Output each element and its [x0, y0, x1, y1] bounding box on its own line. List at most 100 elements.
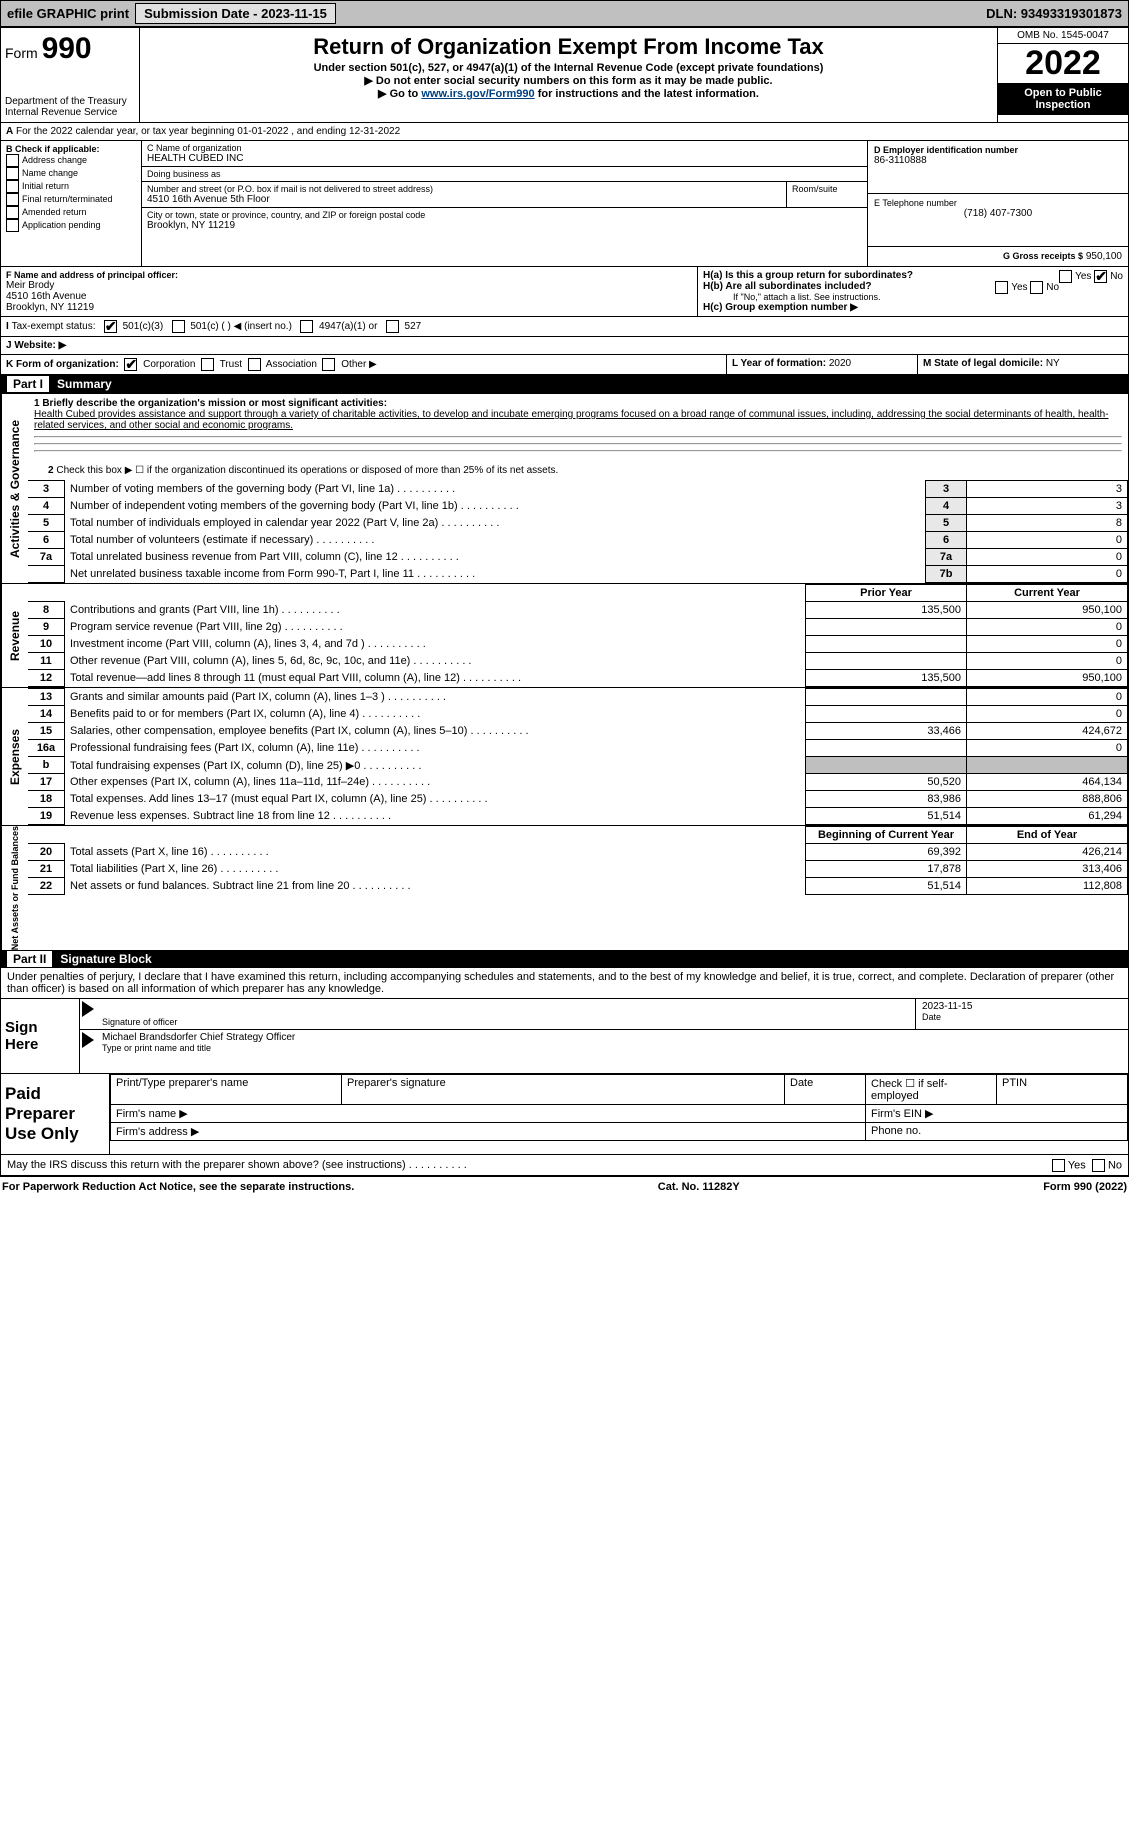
table-row: 19Revenue less expenses. Subtract line 1…: [28, 808, 1128, 825]
typed-name: Michael Brandsdorfer Chief Strategy Offi…: [102, 1032, 1122, 1043]
table-row: 3Number of voting members of the governi…: [28, 481, 1128, 498]
table-row: 16aProfessional fundraising fees (Part I…: [28, 740, 1128, 757]
checkbox[interactable]: [6, 167, 19, 180]
irs-label: Internal Revenue Service: [5, 107, 135, 118]
checkbox[interactable]: [6, 206, 19, 219]
checkbox[interactable]: [6, 180, 19, 193]
typed-label: Type or print name and title: [102, 1043, 1122, 1053]
may-no-checkbox[interactable]: [1092, 1159, 1105, 1172]
section-m: M State of legal domicile: NY: [918, 355, 1128, 375]
table-row: 21Total liabilities (Part X, line 26)17,…: [28, 861, 1128, 878]
table-row: 4Number of independent voting members of…: [28, 498, 1128, 515]
ein-value: 86-3110888: [874, 155, 1122, 166]
i-527-checkbox[interactable]: [386, 320, 399, 333]
phone-value: (718) 407-7300: [874, 208, 1122, 219]
exp-section: Expenses 13Grants and similar amounts pa…: [1, 687, 1128, 825]
form-note-ssn: ▶ Do not enter social security numbers o…: [144, 74, 993, 87]
k-other-checkbox[interactable]: [322, 358, 335, 371]
part2-header: Part IISignature Block: [1, 950, 1128, 968]
i-4947-checkbox[interactable]: [300, 320, 313, 333]
ha-yes-checkbox[interactable]: [1059, 270, 1072, 283]
gov-table: 3Number of voting members of the governi…: [28, 480, 1128, 583]
sig-date: 2023-11-15: [922, 1001, 1122, 1012]
section-k: K Form of organization: Corporation Trus…: [1, 355, 727, 375]
section-d-label: D Employer identification number: [874, 145, 1122, 155]
officer-name: Meir Brody: [6, 280, 692, 291]
q2-label: 2 Check this box ▶ ☐ if the organization…: [28, 461, 1128, 480]
table-row: 20Total assets (Part X, line 16)69,39242…: [28, 844, 1128, 861]
hb-yes-checkbox[interactable]: [995, 281, 1008, 294]
table-row: bTotal fundraising expenses (Part IX, co…: [28, 757, 1128, 774]
checkbox[interactable]: [6, 193, 19, 206]
topbar: efile GRAPHIC print Submission Date - 20…: [0, 0, 1129, 27]
na-section: Net Assets or Fund Balances Beginning of…: [1, 825, 1128, 950]
table-row: 7aTotal unrelated business revenue from …: [28, 549, 1128, 566]
tax-year: 2022: [998, 44, 1128, 83]
ha-no-checkbox[interactable]: [1094, 270, 1107, 283]
form-number: Form 990: [5, 32, 135, 66]
i-501c3-checkbox[interactable]: [104, 320, 117, 333]
table-row: 15Salaries, other compensation, employee…: [28, 723, 1128, 740]
q1-label: 1 Briefly describe the organization's mi…: [34, 398, 1122, 409]
may-discuss: May the IRS discuss this return with the…: [1, 1155, 1128, 1176]
table-row: 9Program service revenue (Part VIII, lin…: [28, 619, 1128, 636]
form-link-row: ▶ Go to www.irs.gov/Form990 for instruct…: [144, 87, 993, 100]
mission-text: Health Cubed provides assistance and sup…: [34, 409, 1122, 431]
city-label: City or town, state or province, country…: [147, 210, 862, 220]
checkbox[interactable]: [6, 154, 19, 167]
section-c-name-label: C Name of organization: [147, 143, 862, 153]
section-b-option: Final return/terminated: [6, 193, 136, 206]
dba-label: Doing business as: [147, 169, 862, 179]
exp-vlabel: Expenses: [1, 688, 28, 825]
footer-right: Form 990 (2022): [1043, 1181, 1127, 1193]
k-trust-checkbox[interactable]: [201, 358, 214, 371]
sign-here-label: Sign Here: [1, 999, 80, 1073]
table-row: 11Other revenue (Part VIII, column (A), …: [28, 653, 1128, 670]
h-b2: If "No," attach a list. See instructions…: [703, 292, 1123, 302]
k-corp-checkbox[interactable]: [124, 358, 137, 371]
form-header: Form 990 Department of the Treasury Inte…: [1, 28, 1128, 123]
h-c: H(c) Group exemption number ▶: [703, 302, 1123, 313]
paid-preparer-label: Paid Preparer Use Only: [1, 1074, 110, 1154]
date-label: Date: [922, 1012, 1122, 1022]
irs-link[interactable]: www.irs.gov/Form990: [421, 88, 534, 100]
org-info-row: B Check if applicable: Address changeNam…: [1, 141, 1128, 267]
table-row: 10Investment income (Part VIII, column (…: [28, 636, 1128, 653]
submission-date-button[interactable]: Submission Date - 2023-11-15: [135, 3, 336, 24]
footer-left: For Paperwork Reduction Act Notice, see …: [2, 1181, 354, 1193]
section-g-label: G Gross receipts $: [1003, 251, 1083, 261]
table-row: 8Contributions and grants (Part VIII, li…: [28, 602, 1128, 619]
section-b-option: Address change: [6, 154, 136, 167]
room-label: Room/suite: [787, 182, 867, 207]
part1-header: Part ISummary: [1, 375, 1128, 393]
form-subtitle: Under section 501(c), 527, or 4947(a)(1)…: [144, 62, 993, 74]
officer-row: F Name and address of principal officer:…: [1, 267, 1128, 317]
form-title: Return of Organization Exempt From Incom…: [144, 34, 993, 60]
gov-section: Activities & Governance 1 Briefly descri…: [1, 393, 1128, 583]
k-assoc-checkbox[interactable]: [248, 358, 261, 371]
i-501c-checkbox[interactable]: [172, 320, 185, 333]
table-row: 22Net assets or fund balances. Subtract …: [28, 878, 1128, 895]
section-i: I Tax-exempt status: 501(c)(3) 501(c) ( …: [1, 317, 1128, 337]
may-yes-checkbox[interactable]: [1052, 1159, 1065, 1172]
page-footer: For Paperwork Reduction Act Notice, see …: [0, 1177, 1129, 1197]
rev-section: Revenue Prior YearCurrent Year8Contribut…: [1, 583, 1128, 687]
table-row: 17Other expenses (Part IX, column (A), l…: [28, 774, 1128, 791]
arrow-icon: [82, 1001, 94, 1017]
gross-receipts: 950,100: [1086, 251, 1122, 262]
checkbox[interactable]: [6, 219, 19, 232]
dln-label: DLN: 93493319301873: [986, 6, 1122, 21]
hb-no-checkbox[interactable]: [1030, 281, 1043, 294]
dept-label: Department of the Treasury: [5, 96, 135, 107]
section-e-label: E Telephone number: [874, 198, 1122, 208]
table-row: Net unrelated business taxable income fr…: [28, 566, 1128, 583]
table-row: 18Total expenses. Add lines 13–17 (must …: [28, 791, 1128, 808]
section-l: L Year of formation: 2020: [727, 355, 918, 375]
preparer-table: Print/Type preparer's name Preparer's si…: [110, 1074, 1128, 1141]
section-j: J Website: ▶: [1, 337, 1128, 355]
rev-vlabel: Revenue: [1, 584, 28, 687]
table-row: 14Benefits paid to or for members (Part …: [28, 706, 1128, 723]
form-container: Form 990 Department of the Treasury Inte…: [0, 27, 1129, 1177]
open-to-public: Open to Public Inspection: [998, 83, 1128, 115]
na-vlabel: Net Assets or Fund Balances: [1, 826, 28, 950]
